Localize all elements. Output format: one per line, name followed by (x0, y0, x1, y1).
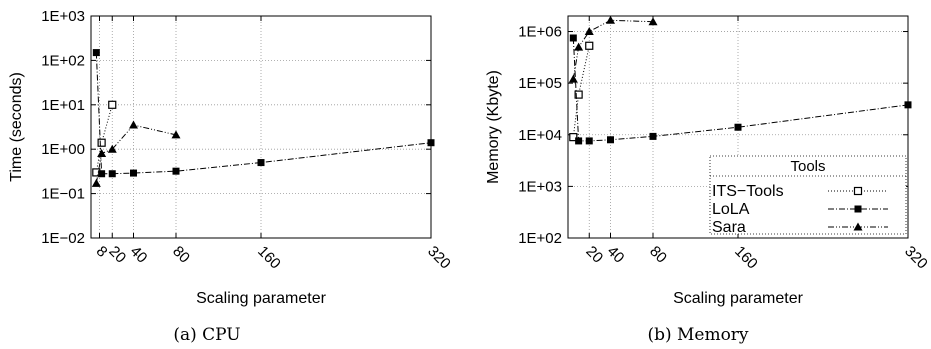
series-its-tools (569, 41, 594, 142)
subfigure-caption: (a) CPU (173, 325, 240, 345)
series-sara (91, 120, 181, 187)
data-point (574, 42, 584, 51)
x-tick-label: 40 (127, 243, 151, 267)
series-lola (92, 49, 435, 178)
data-point (97, 138, 106, 147)
legend-entry-label: LoLA (712, 201, 750, 218)
legend-marker (854, 205, 862, 213)
x-tick-label: 320 (424, 243, 454, 273)
data-point (569, 34, 577, 42)
y-tick-label: 1E+02 (41, 52, 85, 69)
x-tick-label: 160 (254, 243, 284, 273)
data-point (98, 170, 106, 178)
series-its-tools (92, 100, 117, 177)
data-point (97, 149, 107, 158)
x-tick-label: 80 (169, 243, 193, 267)
data-point (427, 139, 435, 147)
data-point (649, 132, 657, 140)
x-axis-label: Scaling parameter (196, 290, 327, 307)
data-point (257, 159, 265, 167)
series-sara (568, 15, 658, 83)
data-point (172, 167, 180, 175)
y-tick-label: 1E+00 (41, 141, 85, 158)
data-point (108, 100, 117, 109)
data-point (129, 120, 138, 129)
y-tick-label: 1E+03 (41, 8, 85, 25)
data-point (108, 170, 116, 178)
data-point (574, 90, 583, 99)
legend-entry-label: ITS−Tools (712, 183, 784, 200)
data-point (607, 136, 614, 144)
x-tick-label: 80 (646, 243, 670, 267)
y-tick-label: 1E+02 (518, 230, 562, 247)
plot-frame (567, 15, 909, 239)
data-point (575, 137, 583, 145)
data-point (92, 49, 100, 57)
y-tick-label: 1E+06 (518, 24, 562, 41)
x-tick-label: 160 (731, 243, 761, 273)
y-tick-label: 1E−01 (41, 186, 85, 203)
data-point (734, 123, 742, 131)
y-tick-label: 1E+03 (518, 178, 562, 195)
legend-box (709, 155, 907, 235)
series-line (95, 104, 113, 173)
y-axis-label: Memory (Kbyte) (485, 70, 502, 184)
data-point (584, 27, 594, 36)
data-point (91, 178, 101, 187)
data-point (568, 74, 578, 83)
x-tick-label: 40 (604, 243, 628, 267)
legend-marker (853, 222, 863, 231)
subfigure-caption: (b) Memory (647, 325, 748, 345)
y-tick-label: 1E+01 (41, 97, 85, 114)
series-line (572, 19, 654, 80)
data-point (585, 137, 593, 145)
data-point (130, 169, 137, 177)
x-tick-label: 20 (582, 243, 606, 267)
legend-entry-label: Sara (712, 219, 746, 236)
data-point (606, 15, 615, 24)
data-point (648, 17, 658, 26)
legend-title: Tools (790, 158, 825, 175)
data-point (171, 130, 181, 139)
y-axis-label: Time (seconds) (8, 72, 25, 182)
series-line (95, 124, 177, 184)
series-lola (569, 34, 912, 145)
y-tick-label: 1E+04 (518, 127, 562, 144)
data-point (904, 101, 912, 109)
x-axis-label: Scaling parameter (673, 290, 804, 307)
data-point (585, 41, 594, 50)
series-line (95, 52, 432, 175)
y-tick-label: 1E+05 (518, 75, 562, 92)
plot-frame (90, 15, 432, 239)
data-point (107, 144, 117, 153)
data-point (569, 133, 578, 142)
x-tick-label: 320 (901, 243, 931, 273)
legend-marker (853, 186, 863, 196)
y-tick-label: 1E−02 (41, 230, 85, 247)
